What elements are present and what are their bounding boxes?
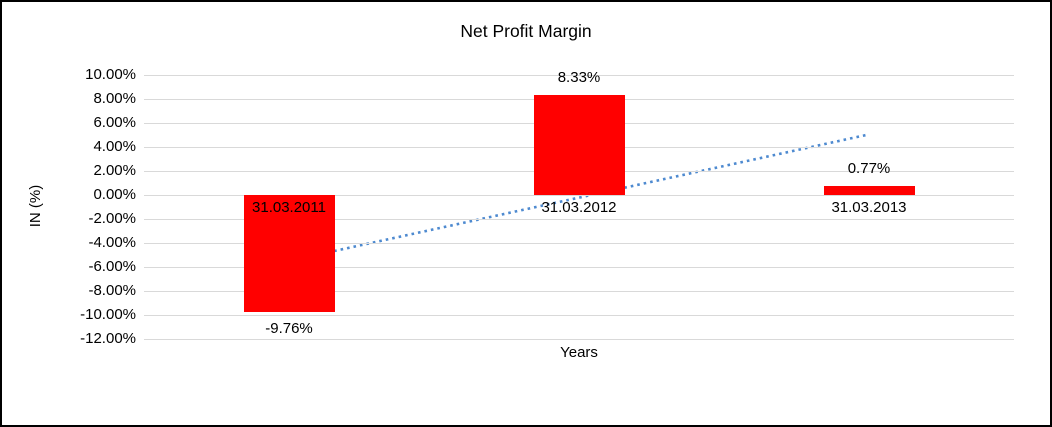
y-tick-label: -12.00%	[80, 330, 136, 347]
gridline	[144, 266, 1014, 268]
gridline	[144, 338, 1014, 340]
gridline	[144, 314, 1014, 316]
y-tick-label: 0.00%	[93, 186, 136, 203]
category-label: 31.03.2011	[252, 199, 326, 216]
y-tick-label: 2.00%	[93, 162, 136, 179]
bar-31.03.2011	[243, 195, 335, 313]
data-label: 0.77%	[847, 159, 891, 177]
y-tick-label: 4.00%	[93, 138, 136, 155]
y-tick-label: -4.00%	[88, 234, 136, 251]
y-tick-label: -2.00%	[88, 210, 136, 227]
x-axis-title: Years	[560, 344, 598, 361]
bar-31.03.2013	[823, 185, 915, 195]
gridline	[144, 290, 1014, 292]
y-tick-label: 10.00%	[85, 66, 136, 83]
y-tick-label: -6.00%	[88, 258, 136, 275]
y-tick-label: -10.00%	[80, 306, 136, 323]
y-tick-label: -8.00%	[88, 282, 136, 299]
gridline	[144, 218, 1014, 220]
chart-title: Net Profit Margin	[460, 21, 592, 41]
category-label: 31.03.2013	[831, 199, 907, 216]
data-label: 8.33%	[557, 69, 601, 87]
gridline	[144, 194, 1014, 196]
data-label: -9.76%	[265, 320, 313, 338]
y-tick-label: 8.00%	[93, 90, 136, 107]
bar-31.03.2012	[533, 95, 625, 195]
gridline	[144, 74, 1014, 76]
category-label: 31.03.2012	[541, 199, 617, 216]
y-tick-label: 6.00%	[93, 114, 136, 131]
gridline	[144, 242, 1014, 244]
